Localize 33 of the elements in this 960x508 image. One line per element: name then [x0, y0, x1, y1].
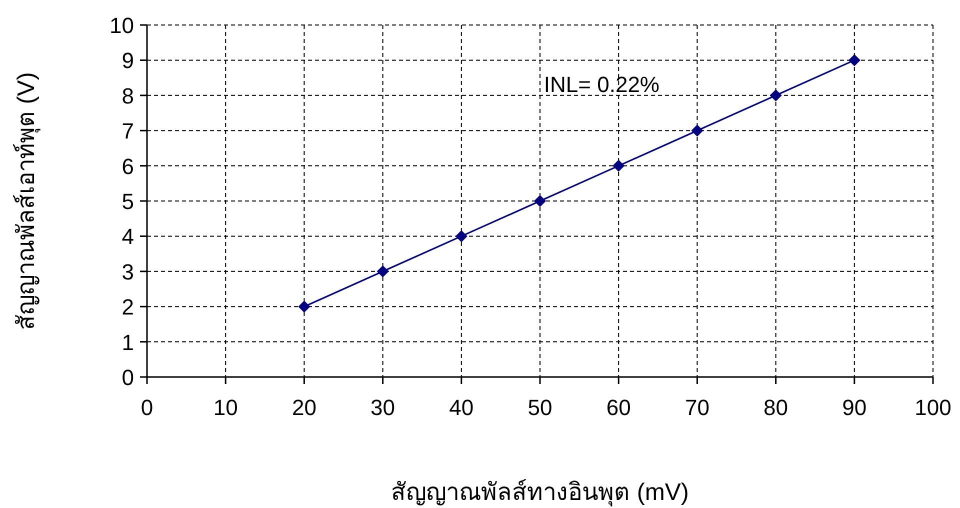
y-tick-label: 2: [122, 294, 134, 320]
point: [455, 230, 468, 242]
x-tick-label: 80: [764, 395, 788, 420]
y-tick-label: 9: [122, 48, 134, 74]
point: [298, 300, 310, 313]
y-tick-label: 1: [122, 330, 134, 355]
x-tick-label: 40: [449, 395, 474, 420]
y-tick-label: 6: [122, 154, 134, 179]
x-tick-label: 20: [292, 395, 316, 420]
x-tick-label: 70: [684, 395, 710, 420]
point: [848, 54, 860, 66]
x-tick-label: 90: [842, 395, 867, 420]
y-tick-label: 10: [110, 13, 134, 38]
point: [691, 124, 704, 137]
x-tick-label: 10: [213, 395, 238, 420]
point: [612, 160, 625, 172]
x-axis-title: สัญญาณพัลส์ทางอินพุต (mV): [391, 478, 689, 507]
y-tick-label: 0: [122, 365, 134, 390]
annotation: INL= 0.22%: [544, 72, 660, 97]
x-tick-label: 100: [914, 395, 952, 420]
y-axis-title: สัญญาณพัลส์เอาท์พุต (V): [12, 72, 41, 330]
point: [376, 265, 389, 278]
x-tick-label: 30: [370, 395, 396, 420]
y-tick-label: 4: [122, 224, 134, 250]
point: [534, 195, 546, 207]
y-tick-label: 3: [122, 259, 134, 284]
point: [770, 89, 782, 102]
x-tick-label: 0: [140, 395, 154, 420]
y-tick-label: 5: [122, 189, 134, 214]
y-tick-label: 8: [122, 83, 134, 108]
y-tick-label: 7: [122, 118, 134, 144]
x-tick-label: 50: [528, 395, 552, 420]
x-tick-label: 60: [606, 395, 631, 420]
